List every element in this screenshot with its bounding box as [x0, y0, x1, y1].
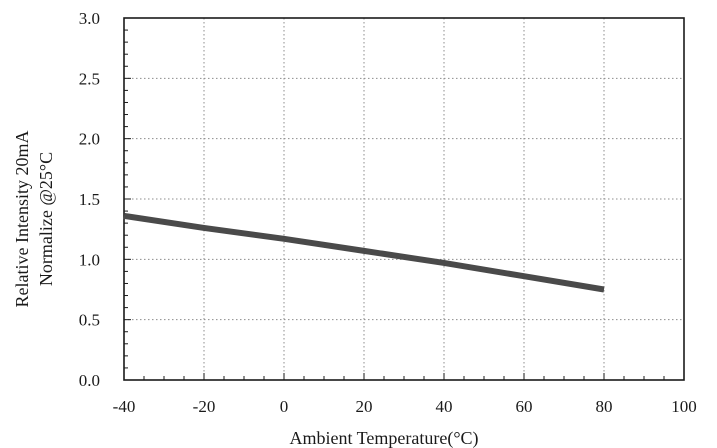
x-tick-labels: -40 -20 0 20 40 60 80 100: [113, 397, 697, 416]
plot-frame: [123, 17, 685, 381]
y-tick-label: 2.0: [79, 130, 100, 149]
x-tick-label: 100: [671, 397, 697, 416]
x-tick-label: 40: [436, 397, 453, 416]
y-tick-label: 2.5: [79, 69, 100, 88]
y-axis-title-line-2: Normalize @25°C: [36, 152, 56, 286]
x-tick-label: 80: [596, 397, 613, 416]
x-tick-label: 0: [280, 397, 289, 416]
y-tick-label: 1.5: [79, 190, 100, 209]
x-tick-label: -40: [113, 397, 136, 416]
x-tick-label: 20: [356, 397, 373, 416]
y-tick-label: 1.0: [79, 250, 100, 269]
x-tick-label: -20: [193, 397, 216, 416]
series-line: [123, 212, 605, 293]
y-tick-label: 0.5: [79, 311, 100, 330]
x-tick-label: 60: [516, 397, 533, 416]
grid-lines: [124, 18, 684, 380]
y-tick-label: 3.0: [79, 9, 100, 28]
y-tick-label: 0.0: [79, 371, 100, 390]
y-tick-labels: 0.0 0.5 1.0 1.5 2.0 2.5 3.0: [79, 9, 100, 390]
x-axis-title: Ambient Temperature(°C): [289, 428, 478, 448]
series-layer: [123, 212, 605, 293]
y-axis-title-line-1: Relative Intensity 20mA: [12, 131, 32, 308]
